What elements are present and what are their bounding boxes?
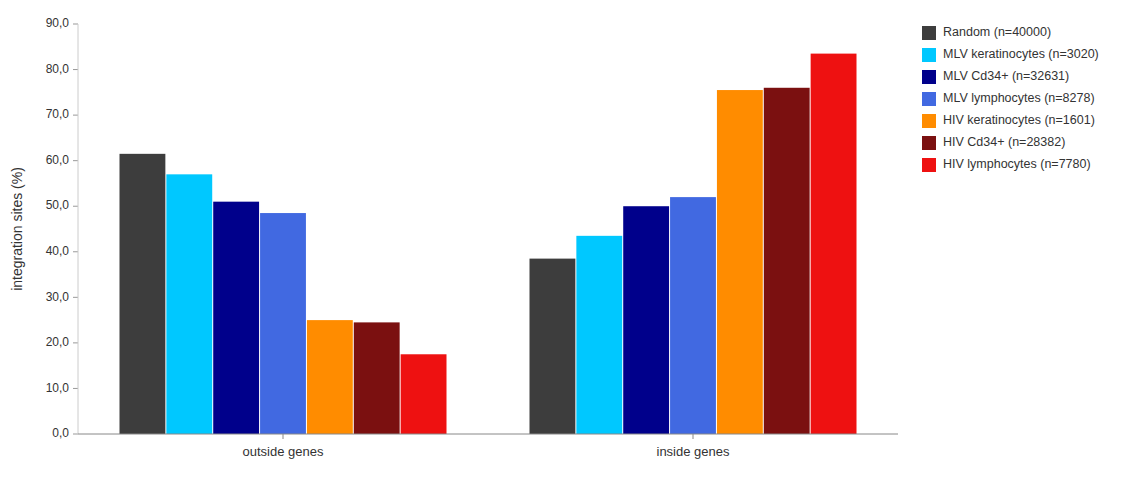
bar [166, 174, 212, 434]
legend-swatch [922, 136, 936, 150]
bar [213, 202, 259, 434]
y-tick-label: 0,0 [52, 426, 69, 440]
y-tick [73, 24, 78, 25]
bar [670, 197, 716, 434]
x-tick [283, 434, 284, 439]
bars [120, 54, 857, 434]
y-tick [73, 160, 78, 161]
bar [260, 213, 306, 434]
y-axis-line [78, 24, 79, 434]
y-tick-label: 60,0 [46, 153, 70, 167]
y-tick-label: 10,0 [46, 381, 70, 395]
y-axis: 0,0 10,0 20,0 30,0 40,0 50,0 60,0 70,0 80,0 90,0 [46, 16, 78, 440]
bar [811, 54, 857, 434]
y-tick [73, 388, 78, 389]
bar [120, 154, 166, 434]
legend-label: MLV Cd34+ (n=32631) [943, 69, 1069, 83]
bar [401, 354, 447, 434]
bar [717, 90, 763, 434]
legend-label: HIV lymphocytes (n=7780) [943, 157, 1091, 171]
y-tick [73, 206, 78, 207]
bar [764, 88, 810, 434]
y-tick-label: 70,0 [46, 107, 70, 121]
bar [576, 236, 622, 434]
legend-swatch [922, 48, 936, 62]
chart: 0,0 10,0 20,0 30,0 40,0 50,0 60,0 70,0 80,0 90,0 i… [0, 0, 1148, 486]
y-tick [73, 115, 78, 116]
legend-swatch [922, 158, 936, 172]
legend-label: HIV keratinocytes (n=1601) [943, 113, 1095, 127]
y-tick-label: 90,0 [46, 16, 70, 30]
y-tick-label: 40,0 [46, 244, 70, 258]
bar [623, 206, 669, 434]
y-tick-label: 30,0 [46, 290, 70, 304]
legend-label: MLV lymphocytes (n=8278) [943, 91, 1095, 105]
bar [530, 259, 576, 434]
x-tick [693, 434, 694, 439]
legend: Random (n=40000) MLV keratinocytes (n=302… [922, 25, 1099, 172]
plot-area: 0,0 10,0 20,0 30,0 40,0 50,0 60,0 70,0 80,0 90,0 i… [9, 16, 898, 459]
x-axis: outside genes inside genes [78, 434, 898, 459]
legend-label: Random (n=40000) [943, 25, 1051, 39]
legend-label: MLV keratinocytes (n=3020) [943, 47, 1099, 61]
y-tick [73, 297, 78, 298]
y-tick [73, 69, 78, 70]
x-tick-label: outside genes [243, 444, 324, 459]
bar [354, 322, 400, 434]
legend-swatch [922, 114, 936, 128]
y-tick [73, 342, 78, 343]
bar [307, 320, 353, 434]
y-tick-label: 50,0 [46, 198, 70, 212]
legend-label: HIV Cd34+ (n=28382) [943, 135, 1065, 149]
y-tick [73, 251, 78, 252]
y-tick-label: 80,0 [46, 62, 70, 76]
legend-swatch [922, 92, 936, 106]
x-axis-line [78, 434, 898, 435]
legend-swatch [922, 26, 936, 40]
y-tick-label: 20,0 [46, 335, 70, 349]
x-tick-label: inside genes [657, 444, 730, 459]
legend-swatch [922, 70, 936, 84]
y-tick [73, 434, 78, 435]
y-axis-label: integration sites (%) [9, 167, 25, 291]
